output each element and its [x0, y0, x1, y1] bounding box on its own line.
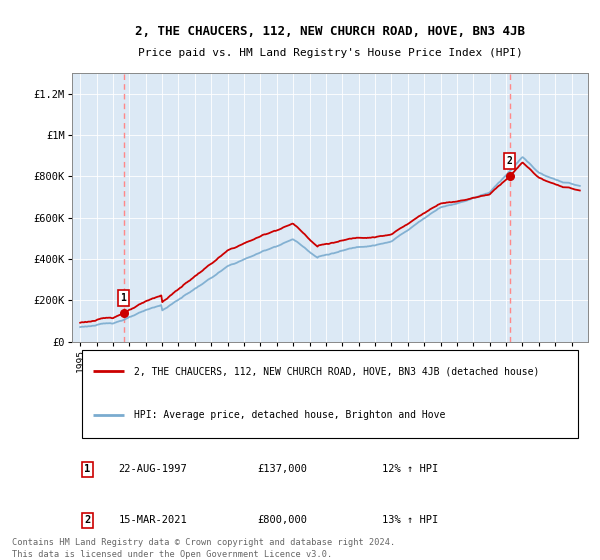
Text: 1: 1	[121, 293, 127, 303]
Text: 22-AUG-1997: 22-AUG-1997	[118, 464, 187, 474]
Text: 13% ↑ HPI: 13% ↑ HPI	[382, 515, 438, 525]
FancyBboxPatch shape	[82, 350, 578, 438]
Text: 2: 2	[85, 515, 91, 525]
Text: HPI: Average price, detached house, Brighton and Hove: HPI: Average price, detached house, Brig…	[134, 410, 445, 420]
Text: 2, THE CHAUCERS, 112, NEW CHURCH ROAD, HOVE, BN3 4JB: 2, THE CHAUCERS, 112, NEW CHURCH ROAD, H…	[135, 25, 525, 38]
Text: 2, THE CHAUCERS, 112, NEW CHURCH ROAD, HOVE, BN3 4JB (detached house): 2, THE CHAUCERS, 112, NEW CHURCH ROAD, H…	[134, 366, 539, 376]
Text: 1: 1	[85, 464, 91, 474]
Text: 12% ↑ HPI: 12% ↑ HPI	[382, 464, 438, 474]
Text: £800,000: £800,000	[258, 515, 308, 525]
Text: Price paid vs. HM Land Registry's House Price Index (HPI): Price paid vs. HM Land Registry's House …	[137, 48, 523, 58]
Text: £137,000: £137,000	[258, 464, 308, 474]
Text: 2: 2	[506, 156, 512, 166]
Text: 15-MAR-2021: 15-MAR-2021	[118, 515, 187, 525]
Text: Contains HM Land Registry data © Crown copyright and database right 2024.
This d: Contains HM Land Registry data © Crown c…	[12, 538, 395, 559]
